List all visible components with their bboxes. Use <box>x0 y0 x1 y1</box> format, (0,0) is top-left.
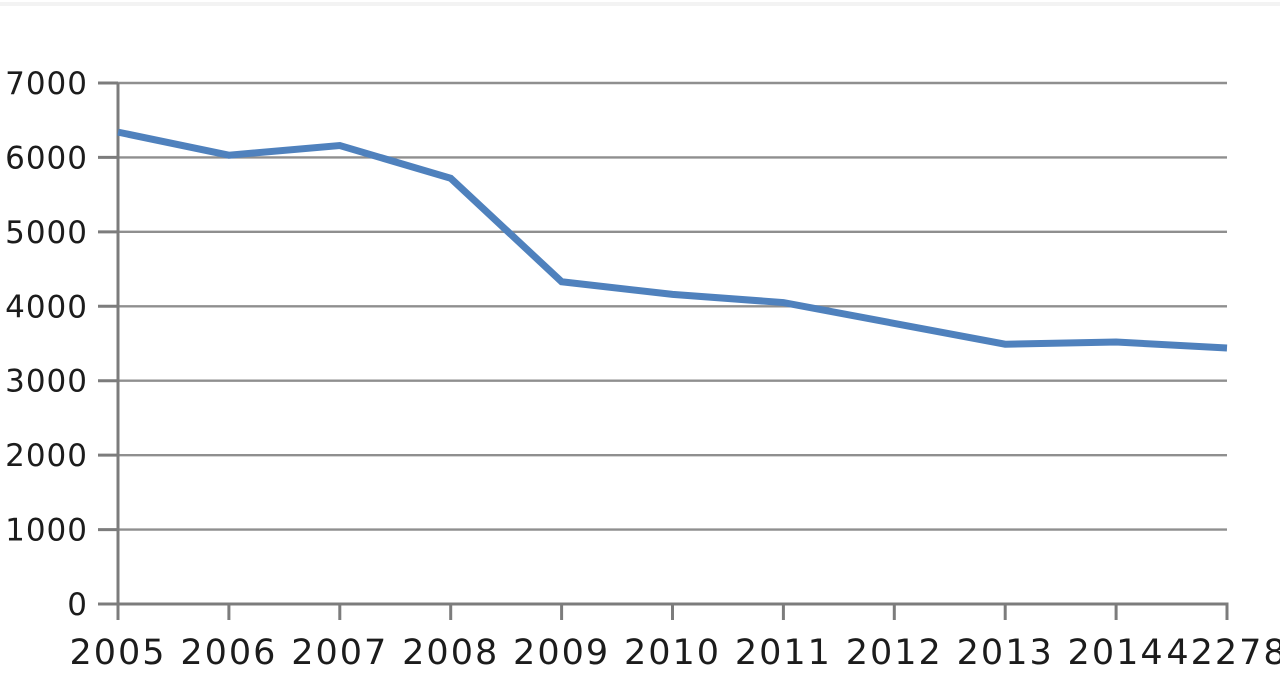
y-axis-tick-label: 6000 <box>5 140 88 176</box>
y-axis-tick-label: 5000 <box>5 215 88 251</box>
x-axis-tick-label: 2012 <box>846 633 943 673</box>
y-axis-tick-label: 7000 <box>5 66 88 102</box>
y-axis-tick-label: 0 <box>67 587 88 623</box>
x-axis-tick-label: 2014 <box>1068 633 1165 673</box>
x-axis-tick-label: 2013 <box>957 633 1054 673</box>
x-axis-tick-label: 2006 <box>180 633 277 673</box>
x-axis-tick-label: 2008 <box>402 633 499 673</box>
x-axis-tick-label: 2010 <box>624 633 721 673</box>
y-axis-tick-label: 1000 <box>5 513 88 549</box>
x-axis-tick-label: 2007 <box>291 633 388 673</box>
crop-artifact-line <box>0 2 1280 6</box>
y-axis-tick-label: 3000 <box>5 364 88 400</box>
x-axis-tick-label: 2011 <box>735 633 832 673</box>
y-axis-tick-label: 4000 <box>5 289 88 325</box>
x-axis-tick-label: 42278 <box>1166 633 1280 673</box>
series-line <box>117 128 1228 352</box>
x-axis-tick-label: 2005 <box>69 633 166 673</box>
y-axis-tick-label: 2000 <box>5 438 88 474</box>
x-axis-tick-label: 2009 <box>513 633 610 673</box>
